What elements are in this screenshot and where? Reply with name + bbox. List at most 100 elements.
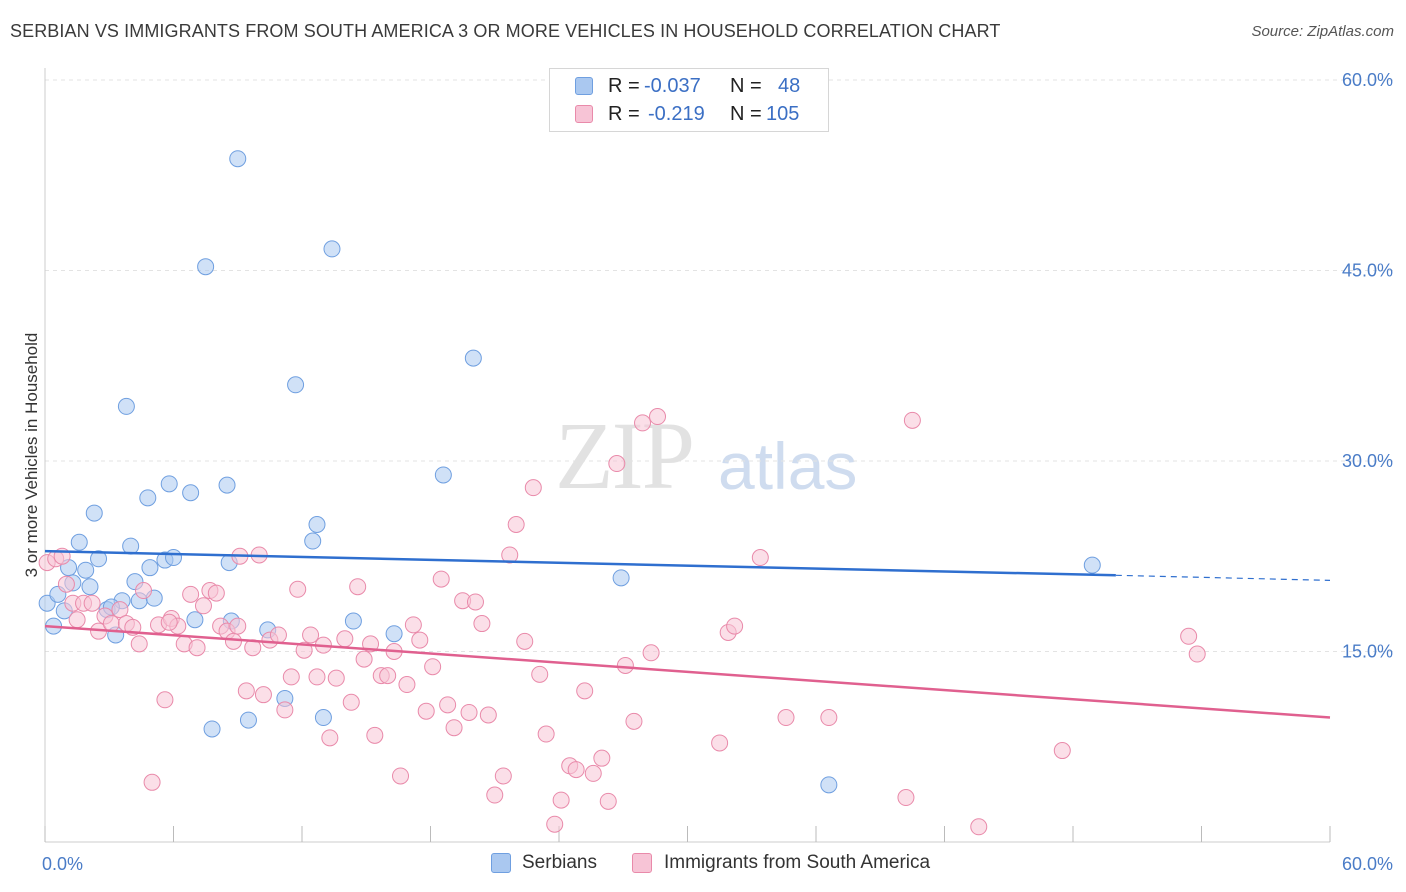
data-point bbox=[612, 569, 630, 587]
data-point bbox=[122, 537, 140, 555]
data-point bbox=[85, 504, 103, 522]
data-point bbox=[130, 635, 148, 653]
data-point bbox=[404, 616, 422, 634]
data-point bbox=[194, 597, 212, 615]
data-point bbox=[616, 656, 634, 674]
data-point bbox=[524, 479, 542, 497]
watermark-zip: ZIP bbox=[555, 402, 695, 509]
data-point bbox=[385, 625, 403, 643]
data-point bbox=[156, 691, 174, 709]
data-point bbox=[282, 668, 300, 686]
data-point bbox=[642, 644, 660, 662]
data-point bbox=[139, 489, 157, 507]
data-point bbox=[777, 709, 795, 727]
data-point bbox=[466, 593, 484, 611]
data-point bbox=[599, 792, 617, 810]
data-points bbox=[38, 150, 1206, 836]
data-point bbox=[141, 559, 159, 577]
data-point bbox=[323, 240, 341, 258]
data-point bbox=[344, 612, 362, 630]
data-point bbox=[308, 668, 326, 686]
data-point bbox=[182, 585, 200, 603]
data-point bbox=[182, 484, 200, 502]
data-point bbox=[276, 701, 294, 719]
source-label: Source: ZipAtlas.com bbox=[1251, 23, 1394, 40]
data-point bbox=[327, 669, 345, 687]
data-point bbox=[379, 667, 397, 685]
data-point bbox=[903, 411, 921, 429]
legend-r-value: -0.037 bbox=[644, 75, 701, 97]
data-point bbox=[111, 601, 129, 619]
legend-row-serbians: R = -0.037 N = 48 bbox=[550, 73, 828, 99]
data-point bbox=[70, 533, 88, 551]
x-tick-label-max: 60.0% bbox=[1342, 854, 1393, 874]
data-point bbox=[417, 702, 435, 720]
data-point bbox=[460, 703, 478, 721]
data-point bbox=[1188, 645, 1206, 663]
data-point bbox=[398, 676, 416, 694]
data-point bbox=[434, 466, 452, 484]
x-tick-label-min: 0.0% bbox=[42, 854, 83, 874]
data-point bbox=[516, 632, 534, 650]
data-point bbox=[135, 582, 153, 600]
data-point bbox=[239, 711, 257, 729]
legend-swatch-immigrants bbox=[575, 105, 593, 123]
data-point bbox=[269, 626, 287, 644]
data-point bbox=[473, 615, 491, 633]
legend-n-value: 105 bbox=[766, 103, 800, 125]
data-point bbox=[68, 611, 86, 629]
data-point bbox=[970, 818, 988, 836]
data-point bbox=[197, 258, 215, 276]
x-ticks bbox=[44, 826, 1331, 842]
series-immigrants bbox=[38, 408, 1206, 836]
bottom-legend-serbians: Serbians bbox=[522, 852, 597, 873]
data-point bbox=[229, 617, 247, 635]
data-point bbox=[254, 686, 272, 704]
data-point bbox=[439, 696, 457, 714]
data-point bbox=[207, 584, 225, 602]
data-point bbox=[203, 720, 221, 738]
data-point bbox=[165, 549, 182, 567]
data-point bbox=[432, 570, 450, 588]
data-point bbox=[608, 455, 626, 473]
data-point bbox=[342, 693, 360, 711]
data-point bbox=[304, 532, 322, 550]
data-point bbox=[584, 764, 602, 782]
series-serbians bbox=[38, 150, 1101, 794]
legend-row-immigrants: R = -0.219 N = 105 bbox=[550, 101, 828, 127]
data-point bbox=[567, 761, 585, 779]
legend-r-value: -0.219 bbox=[648, 103, 705, 125]
data-point bbox=[820, 776, 838, 794]
y-tick-label: 30.0% bbox=[1342, 451, 1393, 471]
data-point bbox=[57, 575, 75, 593]
bottom-legend-swatch-immigrants bbox=[632, 853, 652, 873]
trend-line-serbians bbox=[44, 549, 1116, 577]
data-point bbox=[479, 706, 497, 724]
data-point bbox=[546, 815, 564, 833]
data-point bbox=[188, 639, 206, 657]
data-point bbox=[464, 349, 482, 367]
data-point bbox=[411, 631, 429, 649]
data-point bbox=[576, 682, 594, 700]
data-point bbox=[314, 709, 332, 727]
data-point bbox=[445, 719, 463, 737]
watermark-atlas: atlas bbox=[718, 429, 858, 503]
trend-lines bbox=[44, 549, 1331, 719]
data-point bbox=[186, 611, 204, 629]
data-point bbox=[349, 578, 367, 596]
data-point bbox=[1083, 556, 1101, 574]
data-point bbox=[820, 709, 838, 727]
legend-n-label: N = bbox=[730, 75, 762, 97]
data-point bbox=[336, 630, 354, 648]
data-point bbox=[711, 734, 729, 752]
data-point bbox=[289, 580, 307, 598]
data-point bbox=[224, 632, 242, 650]
trend-line-extension bbox=[1115, 574, 1331, 581]
legend-r-label: R = bbox=[608, 75, 640, 97]
data-point bbox=[218, 476, 236, 494]
data-point bbox=[321, 729, 339, 747]
data-point bbox=[102, 615, 120, 633]
legend-r-label: R = bbox=[608, 103, 640, 125]
data-point bbox=[625, 712, 643, 730]
data-point bbox=[308, 516, 326, 533]
